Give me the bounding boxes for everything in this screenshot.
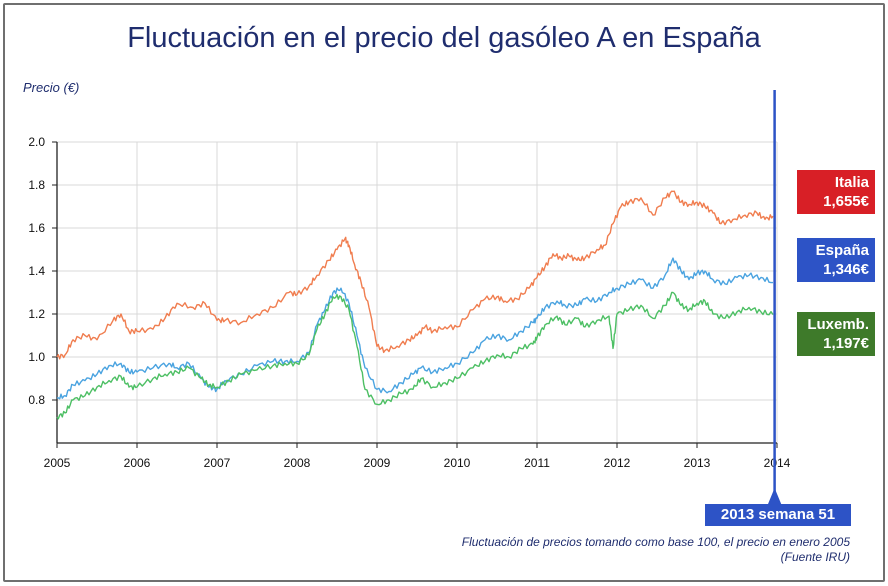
callout-luxemb-label: Luxemb. [807,316,869,333]
callout-italia-label: Italia [834,174,869,191]
x-tick-label: 2013 [684,456,711,470]
x-tick-label: 2011 [524,456,550,470]
x-tick-label: 2008 [284,456,311,470]
x-tick-label: 2005 [44,456,71,470]
week-marker-arrow [767,488,782,505]
x-tick-label: 2007 [204,456,231,470]
callout-luxemb: Luxemb. 1,197€ [797,312,875,356]
y-tick-label: 1.0 [28,350,45,364]
series-line-españa [56,257,773,400]
y-tick-label: 1.4 [28,264,45,278]
y-tick-label: 0.8 [28,393,45,407]
footnote-source: (Fuente IRU) [780,550,850,564]
callout-italia: Italia 1,655€ [797,170,875,214]
series-line-italia [56,190,774,360]
x-tick-label: 2012 [604,456,631,470]
week-marker-label: 2013 semana 51 [705,504,851,526]
footnote: Fluctuación de precios tomando como base… [462,535,850,565]
footnote-line1: Fluctuación de precios tomando como base… [461,535,850,549]
y-tick-label: 1.8 [28,178,45,192]
callout-luxemb-value: 1,197€ [823,335,869,352]
x-tick-label: 2014 [764,456,791,470]
callout-espana-value: 1,346€ [823,261,869,278]
chart-title: Fluctuación en el precio del gasóleo A e… [127,22,761,54]
y-tick-label: 1.6 [28,221,45,235]
chart-frame [3,3,885,582]
y-tick-label: 2.0 [28,135,45,149]
y-axis-label: Precio (€) [23,80,80,95]
x-tick-label: 2010 [444,456,471,470]
series-line-luxemb [56,291,774,420]
callout-espana: España 1,346€ [797,238,875,282]
callout-espana-label: España [815,242,869,259]
callout-italia-value: 1,655€ [823,193,869,210]
y-tick-label: 1.2 [28,307,45,321]
x-tick-label: 2009 [364,456,391,470]
x-tick-label: 2006 [124,456,151,470]
